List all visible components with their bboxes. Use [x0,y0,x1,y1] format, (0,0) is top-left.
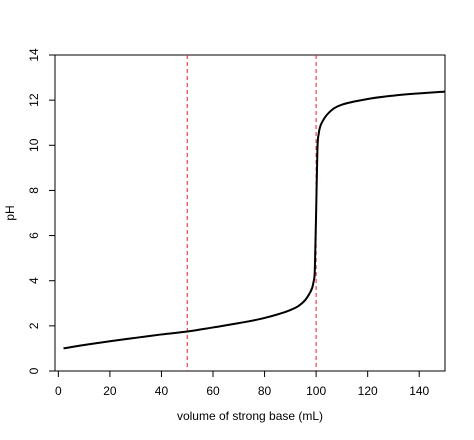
y-tick-label: 6 [27,232,41,239]
x-tick-label: 60 [206,384,220,398]
reference-lines [186,55,317,371]
series-layer [63,90,446,350]
plot-frame [54,54,446,372]
y-tick-label: 14 [27,48,41,62]
y-tick-label: 12 [27,93,41,107]
y-tick-label: 4 [27,277,41,284]
y-axis-label: pH [3,205,17,220]
x-tick-label: 80 [258,384,272,398]
y-tick-label: 0 [27,367,41,374]
x-axis-label: volume of strong base (mL) [177,409,323,423]
y-tick-label: 2 [27,322,41,329]
x-axis: 0 20 40 60 80 100 120 140 [55,371,430,398]
x-tick-label: 140 [409,384,429,398]
y-tick-label: 10 [27,138,41,152]
y-axis: 0 2 4 6 8 10 12 14 [27,48,55,374]
y-tick-label: 8 [27,187,41,194]
x-tick-label: 100 [306,384,326,398]
x-tick-label: 20 [103,384,117,398]
titration-curve [63,90,446,350]
x-tick-label: 40 [155,384,169,398]
x-tick-label: 0 [55,384,62,398]
x-tick-label: 120 [358,384,378,398]
